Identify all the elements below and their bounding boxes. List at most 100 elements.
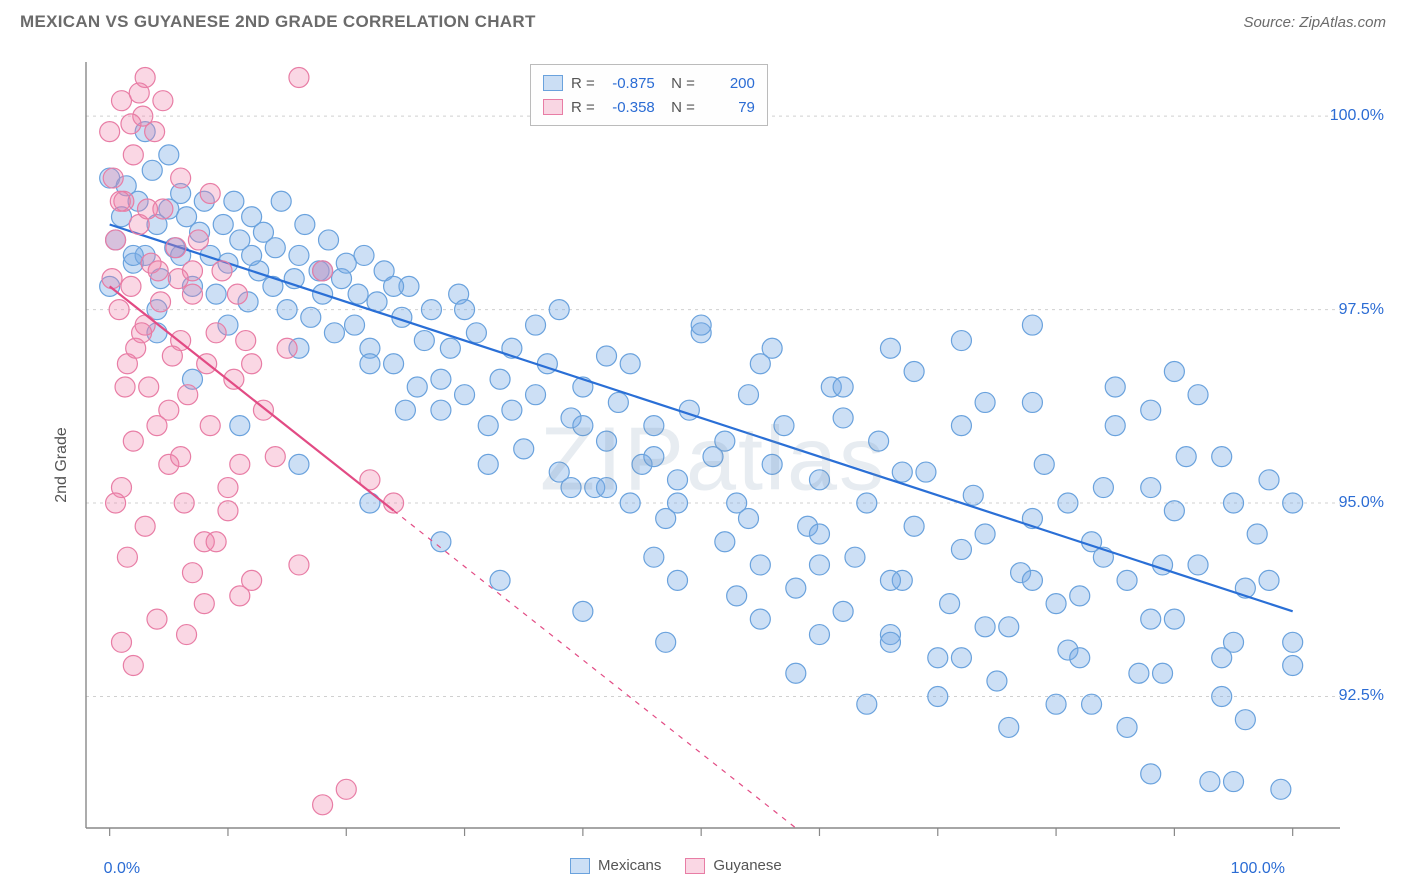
data-point xyxy=(1141,764,1161,784)
data-point xyxy=(395,400,415,420)
data-point xyxy=(1283,656,1303,676)
data-point xyxy=(940,594,960,614)
data-point xyxy=(597,346,617,366)
data-point xyxy=(975,392,995,412)
data-point xyxy=(123,245,143,265)
data-point xyxy=(153,91,173,111)
data-point xyxy=(384,354,404,374)
data-point xyxy=(1188,555,1208,575)
y-axis-label: 2nd Grade xyxy=(53,427,71,503)
data-point xyxy=(1283,493,1303,513)
data-point xyxy=(561,478,581,498)
data-point xyxy=(1164,361,1184,381)
data-point xyxy=(880,570,900,590)
data-point xyxy=(348,284,368,304)
data-point xyxy=(1247,524,1267,544)
y-tick-label: 100.0% xyxy=(1330,107,1384,125)
data-point xyxy=(1200,772,1220,792)
legend-row: R = -0.358 N = 79 xyxy=(543,95,755,119)
data-point xyxy=(727,586,747,606)
legend-n-value: 79 xyxy=(703,99,755,116)
legend-item: Mexicans xyxy=(570,857,661,874)
data-point xyxy=(644,547,664,567)
data-point xyxy=(111,632,131,652)
data-point xyxy=(129,83,149,103)
data-point xyxy=(1058,493,1078,513)
x-tick-label: 0.0% xyxy=(104,860,140,878)
data-point xyxy=(242,570,262,590)
data-point xyxy=(182,284,202,304)
data-point xyxy=(455,300,475,320)
data-point xyxy=(620,354,640,374)
data-point xyxy=(360,354,380,374)
data-point xyxy=(230,454,250,474)
legend-n-label: N = xyxy=(663,99,695,116)
data-point xyxy=(121,114,141,134)
data-point xyxy=(213,214,233,234)
data-point xyxy=(656,632,676,652)
legend-r-value: -0.358 xyxy=(603,99,655,116)
data-point xyxy=(194,594,214,614)
data-point xyxy=(668,470,688,490)
data-point xyxy=(171,447,191,467)
data-point xyxy=(644,447,664,467)
legend-n-label: N = xyxy=(663,75,695,92)
data-point xyxy=(963,485,983,505)
data-point xyxy=(431,532,451,552)
data-point xyxy=(1129,663,1149,683)
data-point xyxy=(103,168,123,188)
data-point xyxy=(139,377,159,397)
data-point xyxy=(774,416,794,436)
data-point xyxy=(1235,710,1255,730)
legend-row: R = -0.875 N = 200 xyxy=(543,71,755,95)
data-point xyxy=(206,532,226,552)
data-point xyxy=(151,292,171,312)
data-point xyxy=(608,392,628,412)
data-point xyxy=(224,191,244,211)
data-point xyxy=(951,331,971,351)
data-point xyxy=(336,253,356,273)
data-point xyxy=(301,307,321,327)
data-point xyxy=(212,261,232,281)
legend-n-value: 200 xyxy=(703,75,755,92)
legend-series-name: Mexicans xyxy=(598,857,661,874)
data-point xyxy=(289,67,309,87)
data-point xyxy=(1176,447,1196,467)
data-point xyxy=(1117,570,1137,590)
data-point xyxy=(715,431,735,451)
data-point xyxy=(833,408,853,428)
data-point xyxy=(407,377,427,397)
data-point xyxy=(135,516,155,536)
data-point xyxy=(892,462,912,482)
data-point xyxy=(975,524,995,544)
data-point xyxy=(277,300,297,320)
data-point xyxy=(182,563,202,583)
data-point xyxy=(123,431,143,451)
data-point xyxy=(869,431,889,451)
data-point xyxy=(1283,632,1303,652)
data-point xyxy=(750,555,770,575)
data-point xyxy=(111,91,131,111)
data-point xyxy=(597,478,617,498)
data-point xyxy=(200,184,220,204)
data-point xyxy=(1105,416,1125,436)
data-point xyxy=(738,385,758,405)
scatter-plot-svg xyxy=(30,48,1360,848)
data-point xyxy=(206,284,226,304)
data-point xyxy=(1259,470,1279,490)
correlation-legend: R = -0.875 N = 200 R = -0.358 N = 79 xyxy=(530,64,768,126)
data-point xyxy=(644,416,664,436)
data-point xyxy=(174,493,194,513)
data-point xyxy=(1082,694,1102,714)
data-point xyxy=(526,385,546,405)
data-point xyxy=(1188,385,1208,405)
data-point xyxy=(1105,377,1125,397)
legend-r-value: -0.875 xyxy=(603,75,655,92)
data-point xyxy=(833,601,853,621)
data-point xyxy=(109,300,129,320)
data-point xyxy=(142,160,162,180)
data-point xyxy=(1141,478,1161,498)
data-point xyxy=(102,269,122,289)
data-point xyxy=(289,245,309,265)
data-point xyxy=(1046,694,1066,714)
